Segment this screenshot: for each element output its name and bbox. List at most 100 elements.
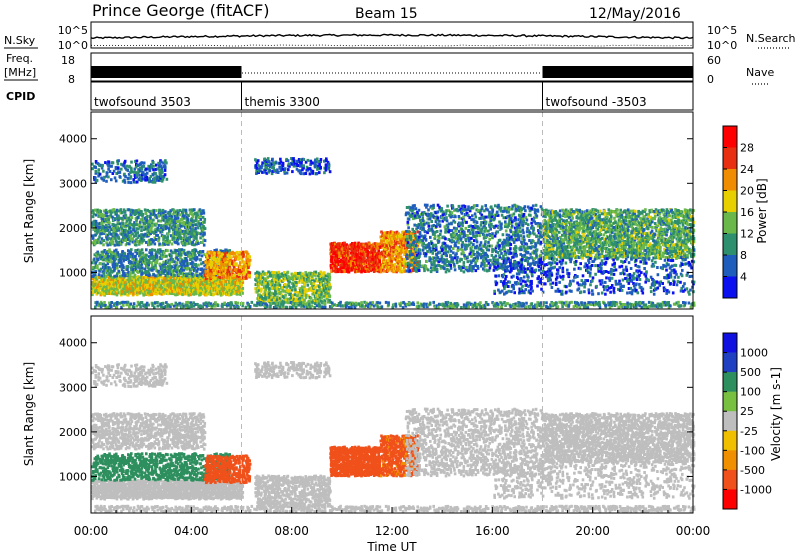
power-cell xyxy=(246,252,249,255)
power-cell xyxy=(248,262,251,265)
power-cell xyxy=(268,288,271,291)
power-cell xyxy=(260,288,263,291)
station-title: Prince George (fitACF) xyxy=(92,1,270,20)
power-cell xyxy=(203,244,206,247)
power-cell xyxy=(155,209,158,212)
power-cell xyxy=(407,267,410,270)
power-cell xyxy=(146,172,149,175)
power-cell xyxy=(154,285,157,288)
power-cell xyxy=(124,210,127,213)
power-cell xyxy=(406,238,409,241)
power-cell xyxy=(308,300,311,303)
power-cell xyxy=(185,273,188,276)
power-cell xyxy=(197,264,200,267)
power-cell xyxy=(105,214,108,217)
power-cell xyxy=(149,217,152,220)
power-cell xyxy=(428,225,431,228)
power-cell xyxy=(411,228,414,231)
power-cell xyxy=(112,161,115,164)
power-cell xyxy=(141,248,144,251)
power-cell xyxy=(300,172,303,175)
power-cell xyxy=(325,157,328,160)
power-cell xyxy=(429,247,432,250)
power-cell xyxy=(93,212,96,215)
power-cell xyxy=(245,277,248,280)
nsearch-line xyxy=(91,45,693,46)
power-cell xyxy=(219,276,222,279)
power-cell xyxy=(127,169,130,172)
power-cell xyxy=(154,242,157,245)
power-cell xyxy=(202,250,205,253)
power-cell xyxy=(422,242,425,245)
power-cell xyxy=(151,248,154,251)
power-cell xyxy=(203,232,206,235)
power-cell xyxy=(158,243,161,246)
nsearch-label: N.Search xyxy=(746,32,796,45)
power-cell xyxy=(114,217,117,220)
power-cell xyxy=(271,158,274,161)
power-cell xyxy=(145,254,148,257)
power-cell xyxy=(110,165,113,168)
power-cell xyxy=(215,249,218,252)
nsky-tick-bottom: 10^0 xyxy=(58,39,88,52)
power-cell xyxy=(183,249,186,252)
power-cell xyxy=(187,218,190,221)
power-cell xyxy=(368,242,371,245)
power-cell xyxy=(117,236,120,239)
power-cell xyxy=(273,163,276,166)
power-cell xyxy=(199,258,202,261)
power-cell xyxy=(415,236,418,239)
power-cell xyxy=(427,222,430,225)
power-cell xyxy=(106,172,109,175)
power-cell xyxy=(143,162,146,165)
power-cell xyxy=(277,171,280,174)
power-cell xyxy=(193,208,196,211)
power-cell xyxy=(279,158,282,161)
nave-tick-top: 60 xyxy=(707,54,721,67)
power-cell xyxy=(409,253,412,256)
power-cell xyxy=(97,258,100,261)
power-cell xyxy=(122,264,125,267)
cpid-mode-label-1: themis 3300 xyxy=(245,95,320,109)
power-cell xyxy=(182,209,185,212)
power-cell xyxy=(146,258,149,261)
power-cell xyxy=(201,241,204,244)
power-cell xyxy=(160,224,163,227)
power-cell xyxy=(149,169,152,172)
power-cell xyxy=(419,219,422,222)
power-cell xyxy=(124,160,127,163)
power-cell xyxy=(116,267,119,270)
power-cell xyxy=(128,242,131,245)
power-cell xyxy=(169,212,172,215)
power-cell xyxy=(318,163,321,166)
power-cell xyxy=(315,271,318,274)
power-cell xyxy=(325,163,328,166)
power-cell xyxy=(249,271,252,274)
power-cell xyxy=(429,236,432,239)
power-cell xyxy=(385,244,388,247)
power-cell xyxy=(166,249,169,252)
power-cell xyxy=(155,164,158,167)
power-cell xyxy=(276,168,279,171)
power-cell xyxy=(230,256,233,259)
power-cell xyxy=(379,260,382,263)
power-cell xyxy=(168,240,171,243)
power-cell xyxy=(200,209,203,212)
power-cell xyxy=(95,170,98,173)
power-cell xyxy=(411,264,414,267)
power-cell xyxy=(392,231,395,234)
beam-title: Beam 15 xyxy=(355,6,418,22)
power-cell xyxy=(130,248,133,251)
power-cell xyxy=(131,216,134,219)
power-cell xyxy=(400,266,403,269)
power-cell xyxy=(148,274,151,277)
nsky-strip: N.Sky 10^5 10^0 10^5 10^0 N.Search xyxy=(4,22,796,52)
power-cell xyxy=(320,293,323,296)
power-cell xyxy=(155,223,158,226)
power-cell xyxy=(163,235,166,238)
power-cell xyxy=(328,163,331,166)
power-cell xyxy=(208,254,211,257)
power-cell xyxy=(287,271,290,274)
nave-tick-bottom: 0 xyxy=(707,73,714,86)
freq-block-0 xyxy=(91,66,242,78)
